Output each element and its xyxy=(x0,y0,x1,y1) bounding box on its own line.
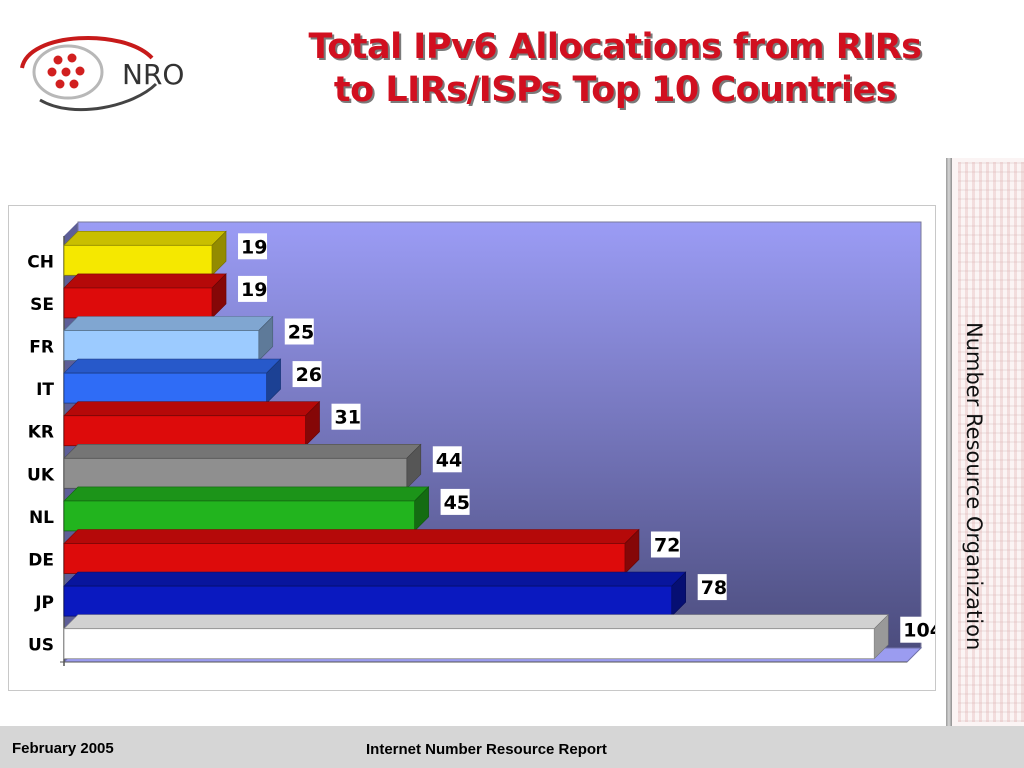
value-label-nl: 45 xyxy=(440,488,470,515)
logo-text: NRO xyxy=(122,58,184,91)
bar-fr xyxy=(63,315,274,362)
value-label-text-kr: 31 xyxy=(335,407,361,429)
bar-top-us xyxy=(63,614,889,630)
category-label-jp: JP xyxy=(34,593,54,613)
footer-bar: February 2005 Internet Number Resource R… xyxy=(0,726,1024,768)
bar-us xyxy=(63,613,889,660)
category-label-nl: NL xyxy=(29,508,54,528)
category-label-fr: FR xyxy=(29,338,54,358)
category-label-ch: CH xyxy=(27,252,54,272)
chart-frame: CH SE FR IT KR UK NL DE JP US 19 19 25 26 31 44 45 72 78 1… xyxy=(8,205,936,691)
bar-front-it xyxy=(63,372,267,404)
value-label-fr: 25 xyxy=(284,318,314,345)
bar-front-nl xyxy=(63,500,415,532)
category-label-it: IT xyxy=(36,380,54,400)
bar-ch xyxy=(63,230,227,277)
value-label-it: 26 xyxy=(292,361,322,388)
bar-top-nl xyxy=(63,486,430,502)
bar-jp xyxy=(63,571,687,617)
value-label-de: 72 xyxy=(650,531,680,558)
bar-chart: CH SE FR IT KR UK NL DE JP US 19 19 25 26 31 44 45 72 78 1… xyxy=(27,221,935,666)
bar-front-fr xyxy=(63,330,260,361)
value-label-text-ch: 19 xyxy=(241,236,267,258)
bar-front-jp xyxy=(63,585,673,617)
side-panel xyxy=(946,158,1024,726)
title-line-1: Total IPv6 Allocations from RIRs xyxy=(308,27,922,67)
value-label-us: 104 xyxy=(900,616,935,643)
value-label-bg-ch xyxy=(238,233,268,260)
value-label-kr: 31 xyxy=(331,403,361,430)
value-label-text-nl: 45 xyxy=(444,492,470,514)
side-strip xyxy=(946,158,952,726)
value-label-text-it: 26 xyxy=(296,364,322,386)
bar-kr xyxy=(63,400,321,447)
bar-top-jp xyxy=(63,571,687,587)
value-label-bg-it xyxy=(292,361,322,388)
value-label-ch: 19 xyxy=(238,233,268,260)
value-label-bg-se xyxy=(238,275,268,302)
bar-top-uk xyxy=(63,444,422,459)
value-label-text-se: 19 xyxy=(241,279,267,301)
bar-front-de xyxy=(63,543,626,574)
category-label-se: SE xyxy=(30,295,54,315)
category-label-de: DE xyxy=(28,551,54,571)
value-label-bg-kr xyxy=(331,403,361,430)
value-label-bg-jp xyxy=(697,574,727,601)
bar-front-se xyxy=(63,287,213,319)
value-label-text-jp: 78 xyxy=(701,577,727,599)
organization-name: Number Resource Organization xyxy=(962,322,986,651)
bar-de xyxy=(63,528,640,575)
category-label-uk: UK xyxy=(27,465,55,485)
value-label-text-de: 72 xyxy=(654,535,680,557)
bar-top-ch xyxy=(63,230,227,246)
footer-report-name: Internet Number Resource Report xyxy=(366,741,607,758)
footer-date: February 2005 xyxy=(12,740,114,757)
value-label-se: 19 xyxy=(238,275,268,302)
bar-nl xyxy=(63,486,430,532)
value-label-bg-us xyxy=(900,616,935,643)
category-label-kr: KR xyxy=(28,423,54,443)
bar-it xyxy=(63,358,282,404)
value-label-bg-de xyxy=(650,531,680,558)
value-label-text-uk: 44 xyxy=(436,449,462,471)
bar-top-it xyxy=(63,358,282,374)
title-line-2: to LIRs/ISPs Top 10 Countries xyxy=(333,70,897,110)
value-label-bg-nl xyxy=(440,488,470,515)
bar-front-kr xyxy=(63,415,306,447)
side-background xyxy=(952,158,1024,726)
bar-top-de xyxy=(63,529,640,544)
bar-front-uk xyxy=(63,457,408,489)
slide-title: Total IPv6 Allocations from RIRs to LIRs… xyxy=(210,26,1020,112)
value-label-uk: 44 xyxy=(432,446,462,473)
value-label-jp: 78 xyxy=(697,574,727,601)
category-label-us: US xyxy=(28,636,54,656)
bar-front-us xyxy=(63,628,875,660)
bar-se xyxy=(63,273,227,319)
bar-top-fr xyxy=(63,316,274,331)
bar-front-ch xyxy=(63,244,213,276)
value-label-bg-fr xyxy=(284,318,314,345)
value-label-text-us: 104 xyxy=(903,620,935,642)
bar-uk xyxy=(63,443,422,490)
value-label-bg-uk xyxy=(432,446,462,473)
bar-top-se xyxy=(63,273,227,289)
nro-logo: NRO xyxy=(20,36,184,112)
bar-top-kr xyxy=(63,401,321,416)
value-label-text-fr: 25 xyxy=(288,322,314,344)
side-watermark xyxy=(958,162,1024,722)
